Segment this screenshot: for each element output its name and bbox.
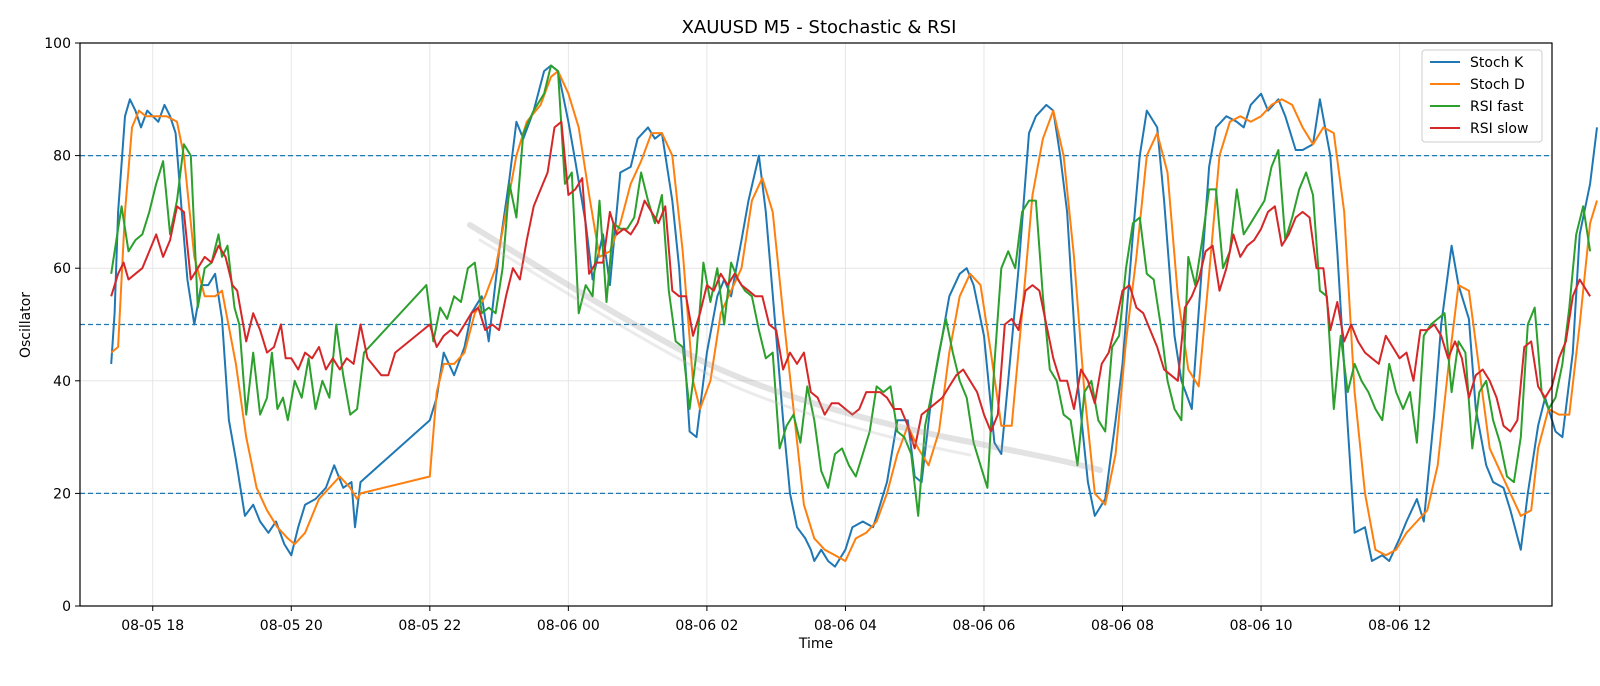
legend-label: Stoch D: [1470, 77, 1525, 93]
legend-label: Stoch K: [1470, 55, 1524, 71]
x-tick-label: 08-06 00: [537, 618, 600, 634]
x-tick-label: 08-06 12: [1368, 618, 1431, 634]
y-tick-label: 100: [44, 36, 71, 52]
y-tick-label: 40: [53, 374, 71, 390]
legend-label: RSI fast: [1470, 99, 1524, 115]
reference-lines: [80, 154, 1552, 495]
x-tick-label: 08-06 08: [1091, 618, 1154, 634]
y-axis: 0 20 40 60 80 100: [44, 36, 80, 615]
series-line-stoch-d: [110, 70, 1598, 562]
x-tick-label: 08-06 06: [953, 618, 1016, 634]
x-tick-label: 08-05 22: [398, 618, 461, 634]
y-tick-label: 0: [62, 599, 71, 615]
chart-title: XAUUSD M5 - Stochastic & RSI: [682, 17, 957, 38]
x-tick-label: 08-06 10: [1230, 618, 1293, 634]
legend-box: [1421, 49, 1543, 143]
y-tick-label: 20: [53, 486, 71, 502]
x-tick-label: 08-05 20: [260, 618, 323, 634]
x-tick-label: 08-05 18: [121, 618, 184, 634]
series-lines: [110, 64, 1598, 568]
x-axis: 08-05 18 08-05 20 08-05 22 08-06 00 08-06 02…: [121, 606, 1431, 634]
watermark-logo: [467, 222, 1103, 473]
legend-label: RSI slow: [1470, 121, 1528, 137]
series-line-rsi-fast: [110, 64, 1592, 517]
y-tick-label: 80: [53, 149, 71, 165]
x-axis-label: Time: [798, 636, 833, 652]
legend: Stoch K Stoch D RSI fast RSI slow: [1421, 49, 1543, 143]
plot-area-frame: [79, 42, 1553, 607]
y-tick-label: 60: [53, 261, 71, 277]
x-tick-label: 08-06 02: [675, 618, 738, 634]
series-line-rsi-slow: [110, 120, 1591, 450]
x-tick-label: 08-06 04: [814, 618, 877, 634]
y-axis-label: Oscillator: [18, 292, 34, 358]
